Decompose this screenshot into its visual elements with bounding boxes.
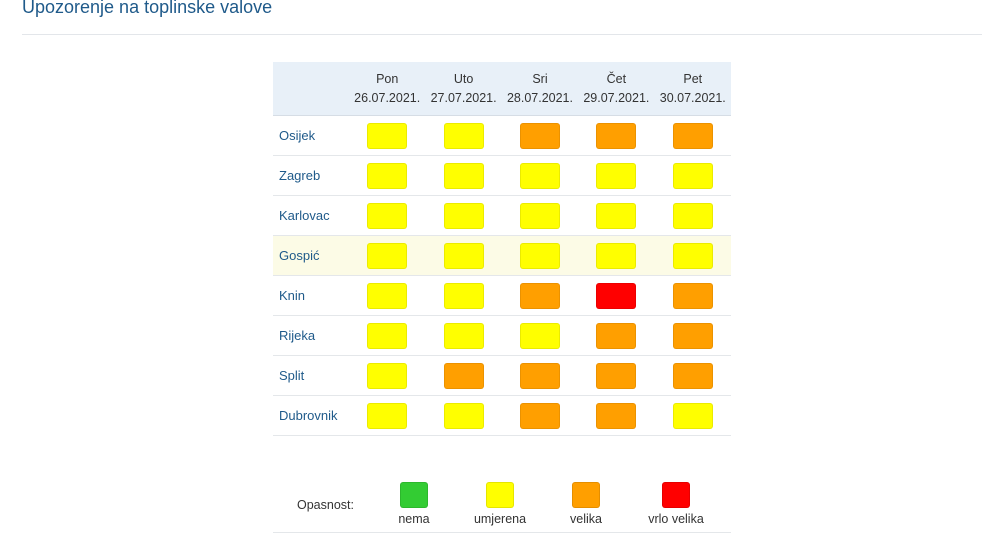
city-cell: Zagreb [273,155,349,196]
city-cell: Dubrovnik [273,395,349,436]
legend-item-umjerena: umjerena [455,482,545,526]
heading-divider [22,34,982,35]
table-row: Zagreb [273,155,731,196]
warning-cell [596,362,637,389]
warning-cell [672,162,713,189]
legend-label: nema [398,512,430,526]
table-row-hovered: Gospić [273,235,731,276]
table-row: Knin [273,275,731,316]
city-link-rijeka[interactable]: Rijeka [279,328,316,343]
warning-cell [367,162,408,189]
warning-cell [596,402,637,429]
legend-label: vrlo velika [648,512,704,526]
city-cell: Gospić [273,235,349,276]
day-name: Pet [683,71,703,86]
day-header-3: Čet 29.07.2021. [578,62,655,116]
warning-cell [367,202,408,229]
warning-cell [519,242,560,269]
day-header-1: Uto 27.07.2021. [425,62,502,116]
warning-cell [443,282,484,309]
day-header-0: Pon 26.07.2021. [349,62,426,116]
warning-cell [519,362,560,389]
table-row: Rijeka [273,315,731,356]
warning-cell [672,242,713,269]
legend-item-vrlo-velika: vrlo velika [631,482,721,526]
warning-cell [367,402,408,429]
table-row: Karlovac [273,195,731,236]
legend-label: velika [570,512,602,526]
warning-cell [519,322,560,349]
day-date: 30.07.2021. [659,90,726,105]
warning-cell [367,242,408,269]
warning-cell [596,242,637,269]
legend-swatch [662,482,690,508]
legend-title: Opasnost: [297,498,354,512]
warning-cell [443,242,484,269]
warning-cell [519,402,560,429]
warning-cell [596,322,637,349]
day-name: Uto [453,71,474,86]
city-link-karlovac[interactable]: Karlovac [279,208,330,223]
warning-cell [443,202,484,229]
table-row: Osijek [273,115,731,156]
day-date: 28.07.2021. [506,90,573,105]
warning-cell [367,122,408,149]
legend-item-velika: velika [541,482,631,526]
table-row: Split [273,355,731,396]
day-date: 26.07.2021. [354,90,421,105]
warning-cell [443,162,484,189]
legend-swatch [486,482,514,508]
table-header-row: Pon 26.07.2021. Uto 27.07.2021. Sri 28.07.2… [273,62,731,116]
day-name: Sri [532,71,548,86]
city-cell: Split [273,355,349,396]
city-link-knin[interactable]: Knin [279,288,306,303]
warning-cell [672,202,713,229]
city-link-osijek[interactable]: Osijek [279,128,316,143]
warning-cell [519,282,560,309]
legend-item-nema: nema [369,482,459,526]
city-cell: Knin [273,275,349,316]
city-cell: Osijek [273,115,349,156]
city-link-split[interactable]: Split [279,368,305,383]
page-title: Upozorenje na toplinske valove [22,0,273,17]
warning-cell [596,202,637,229]
warning-cell [519,122,560,149]
warning-cell [443,362,484,389]
warning-cell [443,122,484,149]
legend-swatch [400,482,428,508]
city-cell: Karlovac [273,195,349,236]
day-date: 29.07.2021. [583,90,650,105]
header-corner [273,62,349,116]
warning-cell [519,162,560,189]
warning-cell [367,362,408,389]
day-header-4: Pet 30.07.2021. [654,62,731,116]
warning-cell [672,402,713,429]
warning-cell [672,282,713,309]
city-cell: Rijeka [273,315,349,356]
warning-cell [519,202,560,229]
warning-cell [367,282,408,309]
heatwave-warning-table: Pon 26.07.2021. Uto 27.07.2021. Sri 28.07.2… [273,62,731,436]
warning-cell [443,322,484,349]
warning-cell [367,322,408,349]
danger-legend: Opasnost: nema umjerena velika vrlo veli… [273,480,731,533]
legend-label: umjerena [473,512,527,526]
city-link-dubrovnik[interactable]: Dubrovnik [279,408,338,423]
warning-cell [596,122,637,149]
table-row: Dubrovnik [273,395,731,436]
warning-cell [672,362,713,389]
day-date: 27.07.2021. [430,90,497,105]
warning-cell [596,282,637,309]
warning-cell [443,402,484,429]
day-header-2: Sri 28.07.2021. [501,62,579,116]
warning-cell [672,122,713,149]
day-name: Pon [376,71,399,86]
warning-cell [672,322,713,349]
legend-swatch [572,482,600,508]
warning-cell [596,162,637,189]
day-name: Čet [606,71,627,86]
city-link-zagreb[interactable]: Zagreb [279,168,321,183]
city-link-gospic[interactable]: Gospić [279,248,320,263]
